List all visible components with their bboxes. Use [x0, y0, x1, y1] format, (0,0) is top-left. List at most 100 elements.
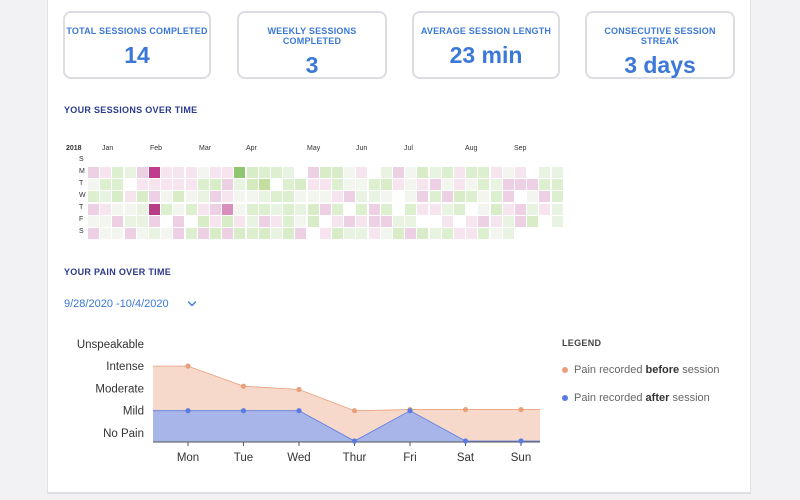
calendar-day-cell	[222, 179, 234, 191]
calendar-day-cell	[368, 228, 380, 239]
calendar-day-cell	[210, 228, 221, 239]
calendar-day-cell	[173, 203, 185, 215]
calendar-day-cell	[539, 167, 551, 178]
month-label: Jun	[356, 145, 368, 152]
calendar-day-cell	[197, 179, 209, 191]
calendar-day-cell	[271, 179, 282, 191]
calendar-day-cell	[222, 203, 234, 215]
calendar-day-cell	[319, 215, 331, 227]
stat-card-average-length: AVERAGE SESSION LENGTH 23 min	[412, 11, 560, 79]
calendar-day-cell	[502, 167, 514, 178]
calendar-day-cell	[490, 203, 502, 215]
calendar-day-cell	[356, 179, 368, 191]
calendar-day-cell	[295, 228, 307, 239]
calendar-day-cell	[173, 179, 185, 191]
weekday-label: S	[79, 228, 84, 235]
calendar-day-cell	[380, 179, 392, 191]
calendar-day-cell	[319, 179, 331, 191]
calendar-day-cell	[344, 203, 356, 215]
calendar-day-cell	[429, 203, 441, 215]
calendar-day-cell	[173, 228, 185, 239]
calendar-day-cell	[429, 228, 441, 239]
calendar-day-cell	[478, 167, 490, 178]
calendar-day-cell	[283, 191, 295, 203]
calendar-day-cell	[417, 228, 429, 239]
calendar-day-cell	[454, 191, 465, 203]
calendar-day-cell	[356, 191, 368, 203]
calendar-day-cell	[210, 191, 221, 203]
calendar-day-cell	[515, 228, 526, 239]
calendar-day-cell	[161, 167, 173, 178]
calendar-day-cell	[149, 215, 160, 227]
calendar-day-cell	[124, 191, 136, 203]
calendar-day-cell	[429, 215, 441, 227]
stat-card-streak: CONSECUTIVE SESSION STREAK 3 days	[585, 11, 735, 79]
calendar-day-cell	[210, 167, 221, 178]
calendar-day-cell	[466, 167, 478, 178]
calendar-day-cell	[161, 191, 173, 203]
calendar-year: 2018	[66, 145, 82, 152]
sessions-section-title: YOUR SESSIONS OVER TIME	[64, 105, 198, 115]
calendar-day-cell	[234, 228, 246, 239]
calendar-day-cell	[417, 203, 429, 215]
calendar-day-cell	[234, 179, 246, 191]
calendar-day-cell	[124, 179, 136, 191]
stat-label: AVERAGE SESSION LENGTH	[420, 26, 552, 36]
calendar-day-cell	[197, 167, 209, 178]
calendar-day-cell	[246, 228, 258, 239]
calendar-day-cell	[161, 203, 173, 215]
calendar-day-cell	[319, 191, 331, 203]
calendar-day-cell	[527, 203, 539, 215]
calendar-day-cell	[100, 191, 112, 203]
calendar-day-cell	[185, 215, 197, 227]
calendar-day-cell	[161, 179, 173, 191]
calendar-day-cell	[283, 203, 295, 215]
calendar-day-cell	[393, 191, 404, 203]
weekday-label: T	[79, 204, 84, 211]
month-label: Mar	[199, 145, 212, 152]
calendar-day-cell	[295, 215, 307, 227]
calendar-day-cell	[368, 167, 380, 178]
legend-title: LEGEND	[562, 338, 602, 348]
calendar-day-cell	[112, 228, 124, 239]
calendar-day-cell	[527, 167, 539, 178]
calendar-day-cell	[429, 179, 441, 191]
calendar-day-cell	[405, 215, 417, 227]
calendar-day-cell	[222, 167, 234, 178]
calendar-day-cell	[149, 228, 160, 239]
calendar-day-cell	[173, 191, 185, 203]
chevron-down-icon[interactable]	[187, 299, 197, 309]
calendar-day-cell	[368, 203, 380, 215]
calendar-day-cell	[222, 228, 234, 239]
calendar-day-cell	[222, 191, 234, 203]
calendar-day-cell	[478, 203, 490, 215]
calendar-day-cell	[185, 191, 197, 203]
date-range-selector[interactable]: 9/28/2020 -10/4/2020	[64, 298, 169, 310]
calendar-day-cell	[307, 179, 319, 191]
calendar-day-cell	[417, 191, 429, 203]
calendar-day-cell	[466, 215, 478, 227]
calendar-day-cell	[527, 179, 539, 191]
calendar-day-cell	[319, 203, 331, 215]
pain-section-title: YOUR PAIN OVER TIME	[64, 267, 172, 277]
calendar-day-cell	[405, 228, 417, 239]
calendar-day-cell	[454, 228, 465, 239]
calendar-day-cell	[332, 215, 343, 227]
legend-dot-icon	[562, 367, 568, 373]
weekday-label: T	[79, 180, 84, 187]
calendar-day-cell	[271, 228, 282, 239]
calendar-day-cell	[527, 228, 539, 239]
calendar-day-cell	[271, 203, 282, 215]
calendar-day-cell	[356, 228, 368, 239]
calendar-day-cell	[441, 167, 453, 178]
calendar-day-cell	[466, 203, 478, 215]
calendar-day-cell	[393, 215, 404, 227]
calendar-day-cell	[197, 228, 209, 239]
calendar-day-cell	[319, 167, 331, 178]
calendar-day-cell	[136, 215, 148, 227]
calendar-day-cell	[454, 203, 465, 215]
calendar-day-cell	[332, 179, 343, 191]
calendar-day-cell	[124, 215, 136, 227]
calendar-day-cell	[136, 179, 148, 191]
calendar-day-cell	[393, 203, 404, 215]
